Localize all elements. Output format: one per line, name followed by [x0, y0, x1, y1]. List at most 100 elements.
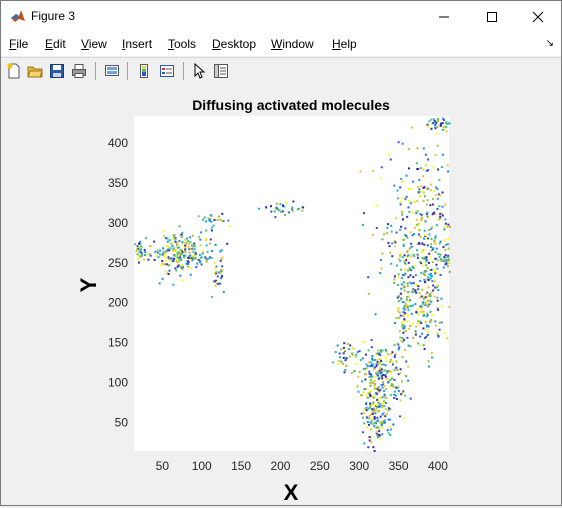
- data-point: [197, 259, 200, 262]
- data-point: [399, 292, 402, 295]
- data-point: [406, 249, 409, 252]
- menu-edit[interactable]: Edit: [45, 37, 66, 51]
- data-point: [205, 258, 208, 261]
- data-point: [140, 248, 143, 251]
- data-point: [389, 158, 392, 161]
- menu-desktop[interactable]: Desktop: [212, 37, 257, 51]
- data-point: [204, 256, 207, 259]
- data-point: [428, 299, 431, 302]
- data-point: [409, 269, 412, 272]
- data-point: [366, 394, 368, 397]
- pointer-button[interactable]: [189, 61, 209, 81]
- data-point: [445, 121, 448, 124]
- data-point: [414, 274, 417, 277]
- data-point: [446, 164, 449, 167]
- data-point: [384, 374, 387, 377]
- data-point: [188, 257, 191, 260]
- data-point: [210, 226, 213, 229]
- data-point: [336, 363, 339, 365]
- data-point: [436, 332, 439, 335]
- data-point: [173, 257, 176, 260]
- data-point: [401, 321, 404, 324]
- data-point: [415, 212, 418, 215]
- data-point: [227, 219, 230, 222]
- data-point: [426, 334, 429, 336]
- print-button[interactable]: [69, 61, 89, 81]
- link-plot-button[interactable]: [102, 61, 122, 81]
- data-point: [352, 354, 355, 357]
- data-point: [367, 292, 370, 295]
- data-point: [215, 272, 218, 275]
- data-point: [390, 377, 393, 380]
- save-button[interactable]: [47, 61, 67, 81]
- data-point: [186, 237, 188, 240]
- data-point: [285, 201, 288, 204]
- data-point: [420, 262, 423, 265]
- data-point: [361, 431, 364, 434]
- data-point: [362, 416, 365, 419]
- data-point: [430, 291, 433, 294]
- data-point: [274, 207, 277, 210]
- data-point: [441, 122, 444, 124]
- data-point: [397, 390, 400, 392]
- menu-file[interactable]: File: [9, 37, 29, 51]
- colorbar-button[interactable]: [134, 61, 154, 81]
- data-point: [382, 381, 385, 383]
- close-button[interactable]: [515, 1, 561, 32]
- data-point: [214, 267, 217, 270]
- data-point: [384, 359, 387, 362]
- data-point: [426, 291, 429, 294]
- new-figure-button[interactable]: [4, 61, 24, 81]
- data-point: [355, 362, 358, 365]
- data-point: [420, 307, 423, 310]
- data-point: [403, 327, 406, 329]
- data-point: [425, 169, 428, 172]
- data-point: [430, 300, 433, 303]
- x-tick-label: 300: [349, 459, 369, 473]
- data-point: [384, 348, 387, 351]
- data-point: [205, 259, 208, 262]
- data-point: [179, 253, 182, 256]
- data-point: [390, 370, 393, 373]
- menu-tools[interactable]: Tools: [168, 37, 197, 51]
- data-point: [417, 320, 420, 323]
- menu-view[interactable]: View: [81, 37, 107, 51]
- data-point: [291, 208, 293, 211]
- data-point: [444, 203, 447, 206]
- data-point: [402, 331, 405, 334]
- data-point: [218, 215, 220, 218]
- minimize-button[interactable]: [421, 1, 467, 32]
- data-point: [425, 212, 428, 215]
- data-point: [180, 267, 183, 270]
- data-point: [187, 245, 190, 248]
- data-point: [418, 292, 421, 294]
- data-point: [436, 299, 439, 302]
- data-point: [399, 415, 401, 418]
- data-point: [385, 413, 388, 415]
- legend-icon: [160, 65, 174, 77]
- menu-window[interactable]: Window: [271, 37, 314, 51]
- data-point: [417, 224, 420, 227]
- data-point: [426, 299, 429, 302]
- scatter-plot[interactable]: 50 100 150 200 250 300 350 400 50 100 150 200 250 30…: [1, 84, 561, 505]
- menu-insert[interactable]: Insert: [122, 37, 153, 51]
- x-tick-label: 250: [310, 459, 330, 473]
- open-file-button[interactable]: [25, 61, 45, 81]
- data-point: [433, 295, 436, 298]
- property-inspector-button[interactable]: [211, 61, 231, 81]
- data-point: [207, 217, 210, 220]
- data-point: [401, 337, 404, 340]
- data-point: [421, 312, 424, 315]
- legend-button[interactable]: [157, 61, 177, 81]
- menu-help[interactable]: Help: [332, 37, 357, 51]
- data-point: [220, 258, 223, 261]
- data-point: [437, 308, 440, 311]
- data-point: [397, 284, 399, 286]
- data-point: [444, 226, 447, 229]
- data-point: [411, 234, 414, 237]
- dock-arrow-icon[interactable]: ↘: [545, 38, 554, 49]
- data-point: [438, 205, 441, 208]
- data-point: [180, 249, 183, 252]
- data-point: [402, 243, 405, 246]
- maximize-button[interactable]: [469, 1, 515, 32]
